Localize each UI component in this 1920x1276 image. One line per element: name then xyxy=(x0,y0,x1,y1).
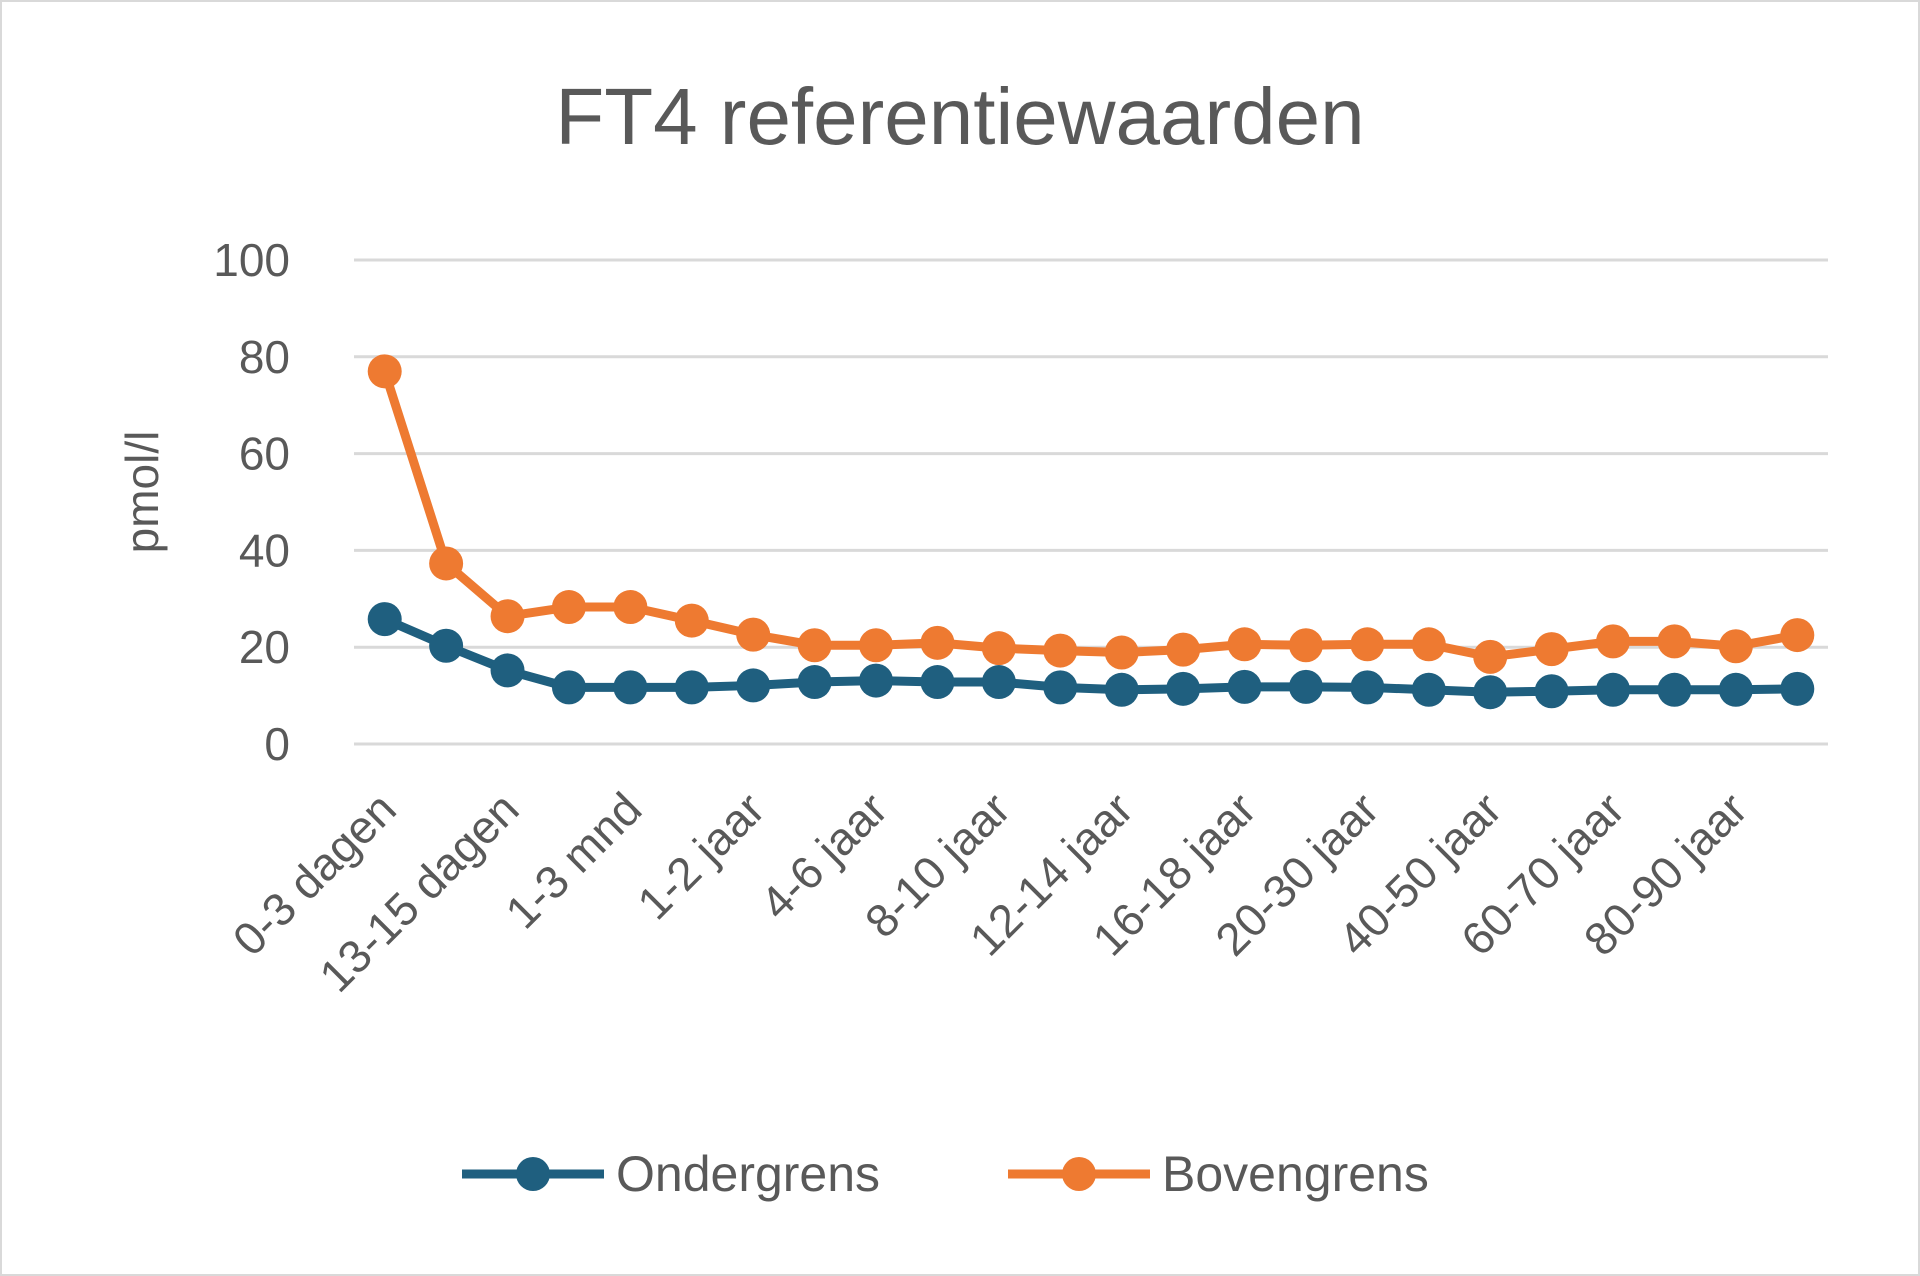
data-point-bovengrens xyxy=(1780,618,1815,653)
y-axis-label: pmol/l xyxy=(116,431,168,554)
data-point-bovengrens xyxy=(981,631,1016,666)
legend-label-ondergrens: Ondergrens xyxy=(616,1146,880,1202)
data-point-ondergrens xyxy=(1288,669,1323,704)
data-point-ondergrens xyxy=(736,668,771,703)
data-point-ondergrens xyxy=(1411,672,1446,707)
data-point-bovengrens xyxy=(1411,627,1446,662)
data-point-bovengrens xyxy=(1288,628,1323,663)
data-point-ondergrens xyxy=(1104,672,1139,707)
legend-label-bovengrens: Bovengrens xyxy=(1162,1146,1429,1202)
y-tick-label: 0 xyxy=(264,718,290,770)
data-point-bovengrens xyxy=(1104,635,1139,670)
series-bovengrens xyxy=(367,354,1815,674)
data-point-ondergrens xyxy=(1227,669,1262,704)
data-point-ondergrens xyxy=(1043,670,1078,705)
y-axis-ticks: 0 20 40 60 80 100 xyxy=(213,234,290,770)
legend-item-bovengrens: Bovengrens xyxy=(1008,1146,1429,1202)
data-point-ondergrens xyxy=(1350,670,1385,705)
data-point-ondergrens xyxy=(1534,674,1569,709)
data-point-ondergrens xyxy=(920,665,955,700)
data-point-ondergrens xyxy=(1166,671,1201,706)
data-point-bovengrens xyxy=(1350,627,1385,662)
legend: Ondergrens Bovengrens xyxy=(462,1146,1429,1202)
series-layer xyxy=(367,354,1815,710)
data-point-bovengrens xyxy=(613,590,648,625)
y-tick-label: 60 xyxy=(239,428,290,480)
data-point-ondergrens xyxy=(1596,672,1631,707)
data-point-bovengrens xyxy=(1718,629,1753,664)
data-point-ondergrens xyxy=(1780,671,1815,706)
data-point-ondergrens xyxy=(797,665,832,700)
data-point-ondergrens xyxy=(981,665,1016,700)
data-point-ondergrens xyxy=(674,670,709,705)
data-point-bovengrens xyxy=(429,546,464,581)
gridlines xyxy=(354,258,1828,746)
data-point-bovengrens xyxy=(490,599,525,634)
data-point-bovengrens xyxy=(797,628,832,663)
data-point-ondergrens xyxy=(1473,675,1508,710)
data-point-ondergrens xyxy=(1718,672,1753,707)
data-point-bovengrens xyxy=(736,617,771,652)
data-point-ondergrens xyxy=(613,670,648,705)
y-tick-label: 80 xyxy=(239,331,290,383)
data-point-bovengrens xyxy=(859,628,894,663)
series-line-bovengrens xyxy=(380,366,1802,662)
data-point-ondergrens xyxy=(1657,672,1692,707)
data-point-ondergrens xyxy=(429,628,464,663)
series-ondergrens xyxy=(367,602,1815,710)
data-point-bovengrens xyxy=(367,354,402,389)
data-point-ondergrens xyxy=(859,663,894,698)
data-point-ondergrens xyxy=(490,653,525,688)
data-point-bovengrens xyxy=(1657,624,1692,659)
data-point-bovengrens xyxy=(1166,632,1201,667)
data-point-bovengrens xyxy=(1534,632,1569,667)
data-point-bovengrens xyxy=(551,590,586,625)
data-point-bovengrens xyxy=(674,603,709,638)
x-tick-label: 1-3 mnd xyxy=(495,782,651,938)
legend-marker-ondergrens xyxy=(516,1157,550,1191)
data-point-bovengrens xyxy=(1596,624,1631,659)
data-point-bovengrens xyxy=(920,625,955,660)
legend-item-ondergrens: Ondergrens xyxy=(462,1146,880,1202)
legend-marker-bovengrens xyxy=(1062,1157,1096,1191)
y-tick-label: 40 xyxy=(239,524,290,576)
data-point-bovengrens xyxy=(1473,639,1508,674)
data-point-ondergrens xyxy=(551,670,586,705)
y-tick-label: 100 xyxy=(213,234,290,286)
y-tick-label: 20 xyxy=(239,621,290,673)
x-tick-label: 1-2 jaar xyxy=(627,782,774,929)
data-point-bovengrens xyxy=(1227,627,1262,662)
chart-title: FT4 referentiewaarden xyxy=(555,72,1364,161)
data-point-bovengrens xyxy=(1043,633,1078,668)
data-point-ondergrens xyxy=(367,602,402,637)
